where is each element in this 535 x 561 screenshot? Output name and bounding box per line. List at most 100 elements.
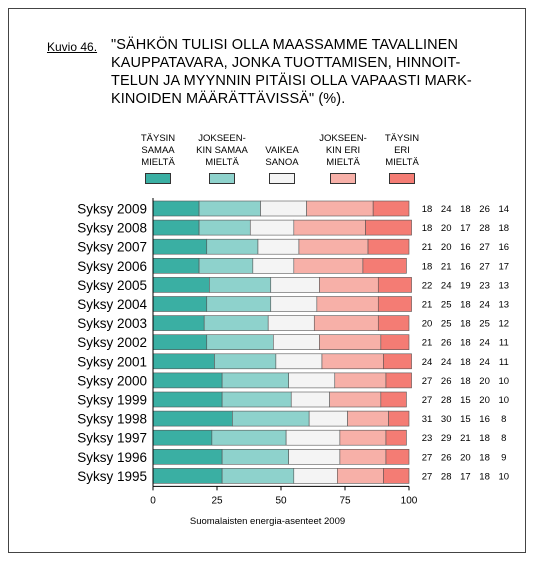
legend-label-line: MIELTÄ <box>326 157 360 168</box>
value-label: 18 <box>460 357 471 368</box>
value-label: 20 <box>479 376 490 387</box>
legend-item: JOKSEEN- KIN SAMAA MIELTÄ <box>189 131 255 184</box>
value-label: 18 <box>460 376 471 387</box>
bar-segment <box>339 429 387 446</box>
legend-label-line: MIELTÄ <box>141 157 175 168</box>
value-label: 16 <box>499 242 510 253</box>
bar-segment <box>377 277 412 293</box>
legend-label: VAIKEA SANOA <box>249 131 315 169</box>
legend-label-line: TÄYSIN <box>140 133 176 144</box>
bar-segment <box>152 277 210 293</box>
value-label: 18 <box>460 319 471 330</box>
legend-label: JOKSEEN- KIN SAMAA MIELTÄ <box>189 131 255 169</box>
category-label: Syksy 2001 <box>77 354 147 369</box>
legend-item: TÄYSIN ERI MIELTÄ <box>369 131 435 184</box>
bar-segment <box>270 296 318 312</box>
bar-segment <box>221 391 292 408</box>
legend-label-line: MIELTÄ <box>205 157 239 168</box>
legend-label-line: KIN SAMAA <box>196 145 248 156</box>
bar-segment <box>377 296 412 312</box>
bar-segment <box>152 200 200 217</box>
bar-segment <box>152 353 215 370</box>
bar-segment <box>293 219 366 236</box>
bar-segment <box>377 315 410 331</box>
bar-segment <box>152 391 223 408</box>
legend-swatch <box>330 173 356 184</box>
value-label: 24 <box>441 357 452 368</box>
value-label: 21 <box>422 300 433 311</box>
bar-segment <box>334 372 387 389</box>
bar-segment <box>249 219 295 236</box>
bar-segment <box>388 410 410 427</box>
value-label: 24 <box>479 357 490 368</box>
bar-segment <box>152 429 213 446</box>
value-label: 26 <box>479 204 490 215</box>
figure-number: Kuvio 46. <box>47 40 98 54</box>
value-label: 14 <box>499 204 510 215</box>
bar-segment <box>385 429 407 446</box>
value-label: 18 <box>460 300 471 311</box>
legend-label-line: SANOA <box>265 157 299 168</box>
bar-segment <box>285 429 341 446</box>
value-label: 13 <box>499 280 510 291</box>
bar-segment <box>214 353 277 370</box>
bar-segment <box>293 257 364 274</box>
figure-frame <box>8 8 526 553</box>
bar-segment <box>152 238 208 255</box>
bar-segment <box>203 315 269 331</box>
bar-segment <box>152 257 200 274</box>
bar-segment <box>152 219 200 236</box>
bar-segment <box>152 372 223 389</box>
bar-segment <box>298 238 369 255</box>
category-label: Syksy 2007 <box>77 240 147 255</box>
bar-segment <box>260 200 307 217</box>
category-label: Syksy 1996 <box>77 450 147 465</box>
title-line: TELUN JA MYYNNIN PITÄISI OLLA VAPAASTI M… <box>111 73 472 89</box>
bar-segment <box>362 257 407 274</box>
legend-swatch <box>145 173 171 184</box>
bar-segment <box>290 391 330 408</box>
value-label: 20 <box>441 223 452 234</box>
bar-segment <box>198 200 261 217</box>
bar-segment <box>339 448 387 465</box>
category-label: Syksy 2006 <box>77 259 147 274</box>
value-label: 28 <box>441 471 452 482</box>
value-label: 18 <box>460 338 471 349</box>
x-tick-label: 75 <box>339 495 351 506</box>
value-label: 25 <box>479 319 490 330</box>
bar-segment <box>152 296 208 312</box>
bar-segment <box>221 372 289 389</box>
bar-segment <box>209 277 272 293</box>
value-label: 16 <box>460 261 471 272</box>
value-label: 24 <box>479 338 490 349</box>
value-label: 28 <box>441 395 452 406</box>
bar-segment <box>319 277 379 293</box>
chart-title: "SÄHKÖN TULISI OLLA MAASSAMME TAVALLINEN… <box>111 36 501 108</box>
legend-label-line: JOKSEEN- <box>198 133 246 144</box>
legend-item: VAIKEA SANOA <box>249 131 315 184</box>
title-line: "SÄHKÖN TULISI OLLA MAASSAMME TAVALLINEN <box>111 37 459 53</box>
category-label: Syksy 2002 <box>77 335 147 350</box>
bar-segment <box>380 391 407 408</box>
category-label: Syksy 2000 <box>77 373 147 388</box>
legend-label: TÄYSIN SAMAA MIELTÄ <box>125 131 191 169</box>
value-label: 18 <box>422 204 433 215</box>
bar-segment <box>221 468 295 484</box>
value-label: 20 <box>479 395 490 406</box>
bar-segment <box>198 219 251 236</box>
bar-segment <box>313 315 379 331</box>
bar-segment <box>321 353 384 370</box>
category-label: Syksy 2005 <box>77 278 147 293</box>
bar-segment <box>316 296 379 312</box>
value-label: 9 <box>501 452 506 463</box>
value-label: 20 <box>422 319 433 330</box>
bar-segment <box>206 334 274 351</box>
bar-segment <box>372 200 410 217</box>
value-label: 18 <box>479 433 490 444</box>
legend-swatch <box>209 173 235 184</box>
bar-segment <box>288 448 341 465</box>
value-label: 27 <box>479 242 490 253</box>
legend-label-line: TÄYSIN <box>384 133 420 144</box>
bar-segment <box>308 410 348 427</box>
legend-label-line: JOKSEEN- <box>319 133 367 144</box>
